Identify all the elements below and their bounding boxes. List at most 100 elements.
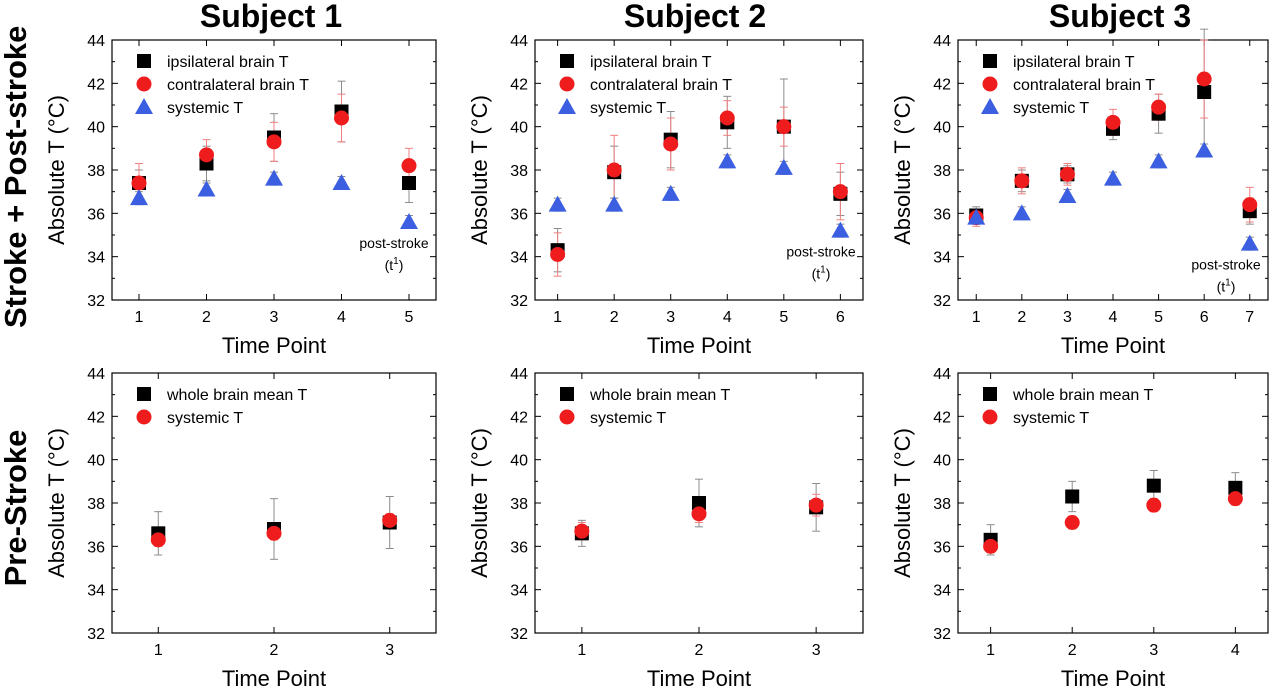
x-tick-label: 3 [1063, 309, 1072, 326]
x-tick-label: 1 [972, 309, 981, 326]
y-tick-label: 38 [87, 496, 105, 513]
data-point-square [1065, 489, 1080, 504]
data-point-circle [1014, 173, 1030, 189]
data-point-circle [334, 110, 349, 126]
data-point-circle [1105, 114, 1121, 130]
data-point-triangle [265, 169, 283, 186]
x-tick-label: 5 [779, 309, 788, 326]
x-tick-label: 1 [553, 309, 562, 326]
data-point-triangle [400, 213, 418, 229]
legend-label: contralateral brain T [167, 77, 309, 94]
column-title-subject-2: Subject 2 [623, 0, 767, 34]
x-tick-label: 3 [385, 642, 394, 659]
data-point-triangle [774, 158, 793, 175]
data-point-triangle [967, 208, 986, 225]
legend-label: systemic T [167, 100, 243, 117]
data-point-square [692, 496, 706, 510]
chart-panel-4: 32 34 36 38 40 42 44 1 2 3 Time Point Absolute T (°… [44, 366, 437, 687]
data-point-triangle [1240, 234, 1259, 251]
data-point-triangle [718, 152, 737, 169]
x-axis-label: Time Point [647, 666, 751, 687]
y-tick-label: 36 [933, 539, 951, 556]
legend-label: systemic T [167, 410, 243, 427]
annotation-time-label: (t1) [385, 256, 404, 273]
y-tick-label: 40 [510, 453, 528, 470]
legend-marker [559, 76, 575, 92]
x-axis-label: Time Point [1061, 666, 1165, 687]
y-tick-label: 36 [87, 539, 105, 556]
data-point-circle [199, 147, 214, 163]
data-point-square [1228, 480, 1243, 495]
x-tick-label: 1 [135, 309, 144, 326]
y-tick-label: 44 [510, 33, 528, 50]
data-point-circle [1227, 491, 1243, 507]
data-point-triangle [661, 184, 680, 201]
legend-marker [560, 54, 574, 68]
y-tick-label: 42 [510, 409, 528, 426]
legend-marker [559, 409, 575, 425]
x-tick-label: 4 [337, 309, 346, 326]
x-tick-label: 1 [986, 642, 995, 659]
annotation-time-label: (t1) [1217, 278, 1236, 295]
data-point-circle [1064, 515, 1080, 530]
data-point-circle [1146, 497, 1162, 513]
data-point-circle [1242, 197, 1258, 213]
y-tick-label: 38 [933, 496, 951, 513]
y-axis-label: Absolute T (°C) [890, 428, 915, 578]
y-tick-label: 44 [933, 33, 951, 50]
y-tick-label: 42 [87, 76, 105, 93]
data-point-triangle [1104, 169, 1122, 186]
data-point-triangle [1195, 141, 1214, 158]
y-tick-label: 40 [933, 453, 951, 470]
data-point-circle [401, 158, 417, 174]
data-point-circle [550, 247, 566, 262]
legend-marker [981, 98, 999, 114]
y-tick-label: 32 [87, 293, 105, 310]
legend-label: whole brain mean T [166, 387, 307, 404]
y-tick-label: 36 [510, 539, 528, 556]
y-tick-label: 40 [87, 453, 105, 470]
x-tick-label: 3 [812, 642, 821, 659]
legend-label: whole brain mean T [589, 387, 730, 404]
y-tick-label: 34 [510, 583, 528, 600]
x-tick-label: 5 [1154, 309, 1163, 326]
x-tick-label: 3 [270, 309, 279, 326]
data-point-square [1197, 85, 1212, 99]
y-tick-label: 34 [933, 583, 951, 600]
y-tick-label: 42 [933, 76, 951, 93]
y-tick-label: 34 [87, 250, 105, 267]
data-point-triangle [1012, 204, 1031, 221]
y-tick-label: 36 [933, 206, 951, 223]
y-tick-label: 44 [510, 366, 528, 383]
x-axis-label: Time Point [1061, 333, 1165, 358]
legend-label: ipsilateral brain T [1013, 54, 1135, 71]
x-axis-label: Time Point [222, 333, 326, 358]
y-axis-label: Absolute T (°C) [467, 95, 492, 245]
legend-marker [136, 409, 152, 425]
data-point-circle [719, 110, 735, 126]
legend-label: ipsilateral brain T [167, 54, 289, 71]
x-axis-label: Time Point [222, 666, 326, 687]
y-tick-label: 44 [87, 33, 105, 50]
y-tick-label: 34 [933, 250, 951, 267]
y-tick-label: 40 [87, 120, 105, 137]
y-tick-label: 42 [510, 76, 528, 93]
data-point-circle [691, 506, 707, 522]
x-tick-label: 4 [723, 309, 732, 326]
data-point-circle [266, 134, 282, 150]
y-tick-label: 32 [933, 626, 951, 643]
legend-marker [560, 387, 574, 401]
y-tick-label: 38 [510, 496, 528, 513]
legend-marker [982, 409, 998, 425]
data-point-square [402, 176, 416, 190]
x-tick-label: 7 [1245, 309, 1254, 326]
data-point-circle [131, 175, 147, 191]
data-point-triangle [1058, 187, 1077, 203]
x-tick-label: 1 [154, 642, 163, 659]
x-tick-label: 5 [405, 309, 414, 326]
legend-label: systemic T [590, 100, 666, 117]
y-tick-label: 40 [510, 120, 528, 137]
